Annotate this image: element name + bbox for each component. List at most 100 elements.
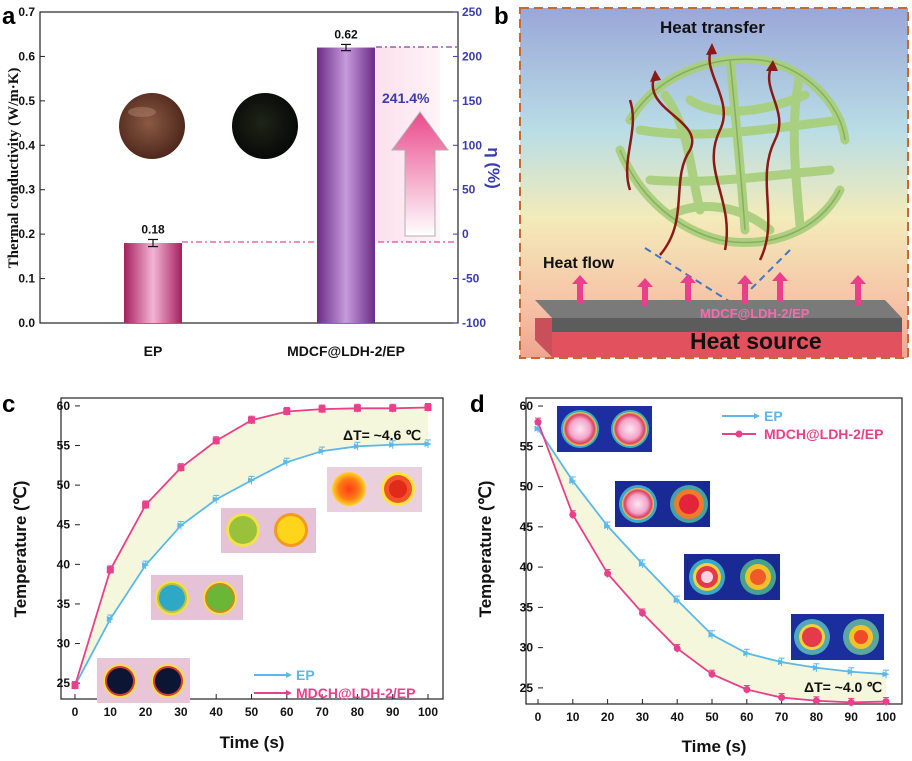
data-point: [142, 562, 150, 569]
y-tick-label: 40: [520, 560, 534, 574]
x-tick-label: 40: [210, 705, 224, 719]
panel-a-bar-chart: 241.4% 0.0 0.1 0.2 0.3 0.4 0.5 0.6 0.7 -100 -50 0…: [6, 5, 503, 359]
legend-mdch-marker: [286, 690, 292, 696]
panel-d-label: d: [470, 391, 485, 418]
x-axis-label: Time (s): [220, 733, 285, 752]
data-point: [424, 404, 432, 412]
data-point: [318, 405, 326, 413]
heat-source-label: Heat source: [690, 328, 822, 354]
legend: EP MDCH@LDH-2/EP: [254, 667, 415, 701]
data-point: [743, 686, 751, 694]
data-point: [534, 425, 542, 432]
y-tick-label: 40: [57, 557, 71, 571]
y-axis-label: Temperature (℃): [476, 481, 495, 618]
right-tick-label: 0: [462, 227, 469, 241]
x-tick-label: 80: [810, 710, 824, 724]
heat-flow-arrow: [637, 278, 653, 306]
x-tick-label: 0: [72, 705, 79, 719]
x-tick-label: 70: [315, 705, 329, 719]
data-point: [353, 404, 361, 412]
data-point: [604, 570, 612, 578]
data-point: [71, 682, 79, 690]
y-tick-label: 45: [520, 520, 534, 534]
data-point: [424, 440, 432, 447]
data-point: [212, 437, 220, 445]
heat-source-block: [552, 332, 902, 357]
x-tick-label: 90: [386, 705, 400, 719]
thermal-image-40s: [684, 554, 780, 600]
y-tick-label: 45: [57, 518, 71, 532]
x-tick-label: 20: [139, 705, 153, 719]
right-tick-label: 250: [462, 5, 482, 19]
legend-mdch-label: MDCH@LDH-2/EP: [296, 685, 415, 701]
left-tick-label: 0.2: [18, 227, 35, 241]
x-tick-label: 10: [566, 710, 580, 724]
thermal-image-30s: [221, 508, 316, 553]
y-axis-label: Thermal conductivity (W/m·K): [6, 68, 22, 269]
bar-value-label: 0.18: [141, 222, 165, 236]
y-tick-label: 60: [520, 399, 534, 413]
heat-flow-arrow: [737, 275, 753, 303]
data-point: [534, 418, 542, 426]
panel-b-label: b: [494, 3, 509, 30]
thermal-image-0s: [97, 658, 190, 703]
x-tick-label: 70: [775, 710, 789, 724]
right-axis: -100 -50 0 50 100 150 200 250: [453, 5, 486, 330]
data-point: [212, 496, 220, 503]
mdcf-sample-photo: [232, 93, 298, 159]
legend-ep-marker: [286, 672, 292, 678]
thermal-image-0s: [557, 406, 652, 452]
y-tick-label: 35: [520, 600, 534, 614]
right-tick-label: -50: [462, 272, 480, 286]
data-point: [248, 477, 255, 484]
left-tick-label: 0.0: [18, 316, 35, 330]
data-point: [283, 407, 291, 415]
sample-layer: [552, 318, 902, 332]
data-point: [812, 697, 820, 705]
data-point: [106, 566, 114, 574]
left-axis: 0.0 0.1 0.2 0.3 0.4 0.5 0.6 0.7: [18, 5, 45, 330]
y-tick-label: 25: [520, 681, 534, 695]
y-tick-label: 55: [520, 439, 534, 453]
axes-ticks: 0 10 20 30 40 50 60 70 80 90 100 25 30 35 40 45 50 55 60: [57, 399, 439, 719]
panel-b-schematic: Heat transfer Heat flow MDCF@LDH-2/EP He…: [519, 7, 909, 359]
x-tick-label: 60: [740, 710, 754, 724]
legend-mdch-marker: [735, 430, 743, 438]
series: [534, 417, 890, 707]
legend-ep-marker: [754, 413, 760, 419]
heat-flow-arrow: [850, 275, 866, 305]
x-tick-label: 90: [845, 710, 859, 724]
data-point: [318, 448, 326, 455]
enhancement-arrow: [391, 111, 449, 237]
right-tick-label: 50: [462, 183, 476, 197]
left-tick-label: 0.4: [18, 138, 35, 152]
y-tick-label: 55: [57, 439, 71, 453]
y-tick-label: 50: [57, 478, 71, 492]
panel-d-frame: [525, 397, 903, 705]
thermal-image-10s: [151, 575, 243, 620]
data-point: [638, 609, 646, 617]
data-point: [389, 441, 397, 448]
panel-c-label: c: [2, 391, 15, 418]
delta-band: [75, 407, 428, 686]
data-point: [673, 644, 681, 652]
thermal-image-70s: [791, 614, 884, 660]
data-point: [673, 597, 681, 604]
x-tick-label: 10: [104, 705, 118, 719]
data-point: [882, 671, 890, 678]
data-point: [882, 698, 890, 706]
x-tick-label: 100: [876, 710, 896, 724]
sample-name-label: MDCF@LDH-2/EP: [700, 306, 810, 321]
panel-a-frame: [39, 11, 459, 324]
delta-t-annotation: ΔT= ~4.0 ℃: [804, 679, 882, 695]
y-tick-label: 50: [520, 480, 534, 494]
sample-layer-top: [535, 300, 902, 318]
left-tick-label: 0.5: [18, 94, 35, 108]
x-tick-label: 50: [705, 710, 719, 724]
bars: 0.18 EP 0.62 MDCF@LDH-2/EP: [124, 27, 405, 359]
left-tick-label: 0.1: [18, 272, 35, 286]
ep-sample-highlight: [128, 107, 156, 117]
category-label: MDCF@LDH-2/EP: [287, 343, 405, 359]
data-point: [638, 560, 646, 567]
data-point: [569, 511, 577, 519]
